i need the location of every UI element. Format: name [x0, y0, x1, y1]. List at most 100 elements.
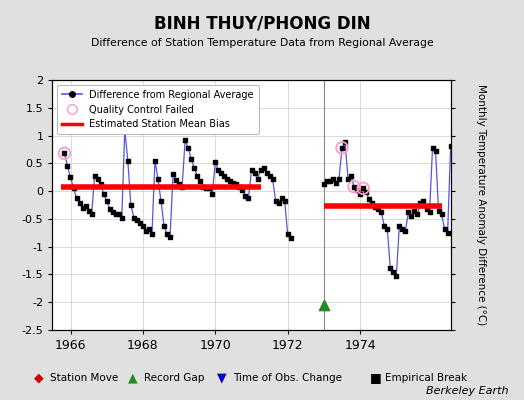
Point — [332, 180, 340, 186]
Point — [178, 184, 187, 190]
Text: ▲: ▲ — [128, 372, 138, 384]
Point — [431, 148, 440, 154]
Point — [117, 214, 126, 221]
Legend: Difference from Regional Average, Quality Control Failed, Estimated Station Mean: Difference from Regional Average, Qualit… — [57, 85, 259, 134]
Point — [196, 178, 204, 184]
Point — [160, 222, 168, 229]
Point — [63, 163, 72, 169]
Point — [320, 302, 328, 308]
Point — [377, 209, 386, 216]
Point — [323, 178, 331, 184]
Point — [199, 184, 208, 190]
Point — [338, 144, 346, 151]
Point — [235, 184, 244, 190]
Point — [136, 220, 144, 226]
Point — [154, 176, 162, 182]
Point — [462, 226, 470, 232]
Point — [121, 127, 129, 133]
Point — [181, 137, 189, 143]
Point — [280, 198, 289, 204]
Point — [425, 209, 434, 216]
Point — [389, 268, 398, 275]
Point — [458, 222, 467, 229]
Point — [263, 170, 271, 176]
Point — [438, 211, 446, 218]
Point — [91, 172, 99, 179]
Point — [410, 207, 419, 214]
Point — [187, 156, 195, 162]
Point — [453, 194, 461, 201]
Point — [175, 181, 183, 188]
Point — [266, 172, 274, 179]
Point — [287, 235, 295, 242]
Point — [446, 142, 455, 149]
Point — [105, 206, 114, 212]
Point — [404, 209, 412, 216]
Point — [428, 144, 436, 151]
Point — [365, 196, 374, 203]
Point — [329, 176, 337, 182]
Point — [148, 231, 156, 238]
Point — [259, 164, 268, 171]
Text: Time of Obs. Change: Time of Obs. Change — [233, 373, 342, 383]
Point — [241, 192, 249, 199]
Point — [422, 206, 431, 212]
Point — [220, 172, 228, 179]
Point — [465, 248, 473, 254]
Point — [455, 200, 464, 206]
Point — [96, 181, 105, 188]
Point — [69, 185, 78, 192]
Point — [250, 170, 259, 176]
Point — [356, 191, 364, 197]
Point — [395, 222, 403, 229]
Point — [166, 234, 174, 240]
Point — [359, 185, 367, 192]
Point — [368, 200, 376, 206]
Point — [232, 181, 241, 188]
Point — [407, 213, 416, 219]
Point — [163, 231, 171, 238]
Text: ◆: ◆ — [34, 372, 43, 384]
Point — [112, 211, 120, 218]
Point — [226, 178, 235, 184]
Point — [169, 171, 177, 178]
Point — [157, 198, 165, 204]
Point — [145, 226, 153, 232]
Point — [93, 176, 102, 182]
Point — [184, 144, 192, 151]
Point — [205, 185, 213, 192]
Point — [193, 172, 201, 179]
Point — [416, 200, 424, 206]
Point — [100, 191, 108, 197]
Point — [60, 150, 69, 156]
Text: Station Move: Station Move — [50, 373, 118, 383]
Point — [75, 200, 84, 206]
Text: Record Gap: Record Gap — [144, 373, 204, 383]
Point — [202, 185, 211, 192]
Point — [386, 264, 395, 271]
Point — [268, 176, 277, 182]
Point — [440, 226, 449, 232]
Point — [374, 206, 383, 212]
Point — [133, 217, 141, 223]
Point — [81, 203, 90, 209]
Point — [467, 252, 476, 258]
Point — [223, 176, 232, 182]
Point — [88, 211, 96, 218]
Point — [353, 187, 362, 193]
Point — [443, 230, 452, 236]
Point — [350, 184, 358, 190]
Point — [244, 194, 253, 201]
Point — [217, 170, 225, 176]
Point — [84, 207, 93, 214]
Point — [359, 185, 367, 192]
Point — [392, 272, 400, 279]
Point — [208, 191, 216, 197]
Point — [79, 204, 87, 211]
Point — [229, 180, 237, 186]
Point — [283, 231, 292, 238]
Point — [67, 174, 75, 180]
Point — [347, 172, 355, 179]
Point — [60, 150, 69, 156]
Point — [350, 184, 358, 190]
